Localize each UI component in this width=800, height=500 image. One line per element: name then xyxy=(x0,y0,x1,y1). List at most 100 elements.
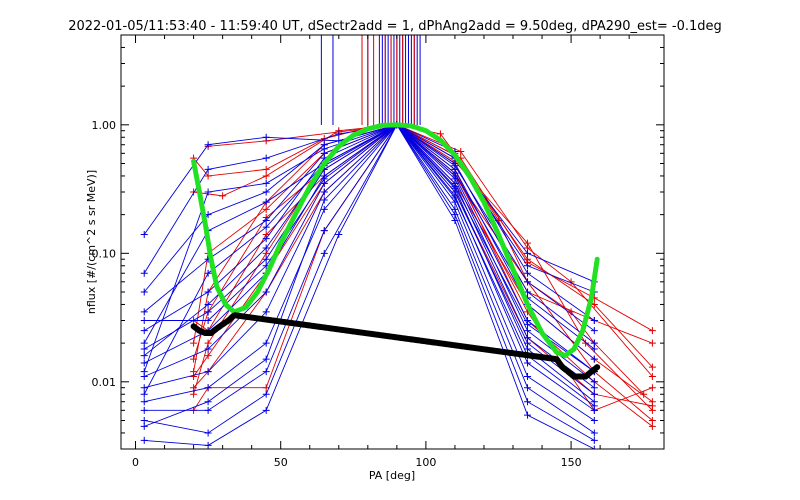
data-point xyxy=(262,154,270,162)
data-point xyxy=(140,406,148,414)
series-line-20 xyxy=(144,124,595,434)
data-point xyxy=(262,205,270,213)
data-point xyxy=(140,327,148,335)
data-point xyxy=(451,162,459,170)
data-point xyxy=(190,339,198,347)
data-point xyxy=(262,172,270,180)
data-point xyxy=(140,422,148,430)
data-point xyxy=(320,196,328,204)
data-point xyxy=(648,363,656,371)
data-point xyxy=(648,416,656,424)
data-point xyxy=(590,345,598,353)
data-point xyxy=(320,205,328,213)
series-line-19 xyxy=(144,124,595,421)
data-point xyxy=(140,339,148,347)
data-point xyxy=(648,384,656,392)
data-point xyxy=(524,255,532,263)
series-line-14 xyxy=(143,124,595,360)
data-point xyxy=(648,327,656,335)
data-point xyxy=(140,308,148,316)
plot-frame xyxy=(120,34,665,450)
data-point xyxy=(190,384,198,392)
data-point xyxy=(451,183,459,191)
data-point xyxy=(262,223,270,231)
series-line-0 xyxy=(193,124,644,395)
data-point xyxy=(451,194,459,202)
data-point xyxy=(524,278,532,286)
data-point xyxy=(640,390,648,398)
data-point xyxy=(190,355,198,363)
data-point xyxy=(204,165,212,173)
series-line-16 xyxy=(144,124,595,389)
data-point xyxy=(204,339,212,347)
x-tick-label: 150 xyxy=(561,456,582,469)
data-point xyxy=(204,172,212,180)
data-point xyxy=(204,429,212,437)
data-point xyxy=(436,130,444,138)
data-point xyxy=(590,355,598,363)
data-point xyxy=(262,390,270,398)
data-point xyxy=(262,339,270,347)
data-point xyxy=(262,188,270,196)
data-point xyxy=(524,320,532,328)
data-point xyxy=(524,345,532,353)
x-tick-label: 0 xyxy=(132,456,139,469)
data-point xyxy=(335,130,343,138)
x-tick-label: 50 xyxy=(274,456,288,469)
data-point xyxy=(190,372,198,380)
data-point xyxy=(204,368,212,376)
data-point xyxy=(590,416,598,424)
series-line-18 xyxy=(144,124,595,411)
data-point xyxy=(648,402,656,410)
series-line-5 xyxy=(193,124,653,403)
data-point xyxy=(140,398,148,406)
data-point xyxy=(204,288,212,296)
data-point xyxy=(524,339,532,347)
plot-area xyxy=(140,35,656,449)
x-tick-label: 100 xyxy=(415,456,436,469)
data-point xyxy=(451,217,459,225)
data-point xyxy=(262,288,270,296)
series-line-28 xyxy=(144,124,595,373)
data-point xyxy=(590,390,598,398)
data-point xyxy=(140,390,148,398)
y-tick-label: 1.00 xyxy=(92,119,117,132)
data-point xyxy=(320,175,328,183)
data-point xyxy=(219,192,227,200)
data-point xyxy=(320,249,328,257)
data-point xyxy=(204,300,212,308)
data-point xyxy=(262,406,270,414)
data-point xyxy=(262,198,270,206)
data-point xyxy=(204,406,212,414)
data-point xyxy=(204,188,212,196)
data-point xyxy=(140,352,148,360)
data-point xyxy=(590,429,598,437)
data-point xyxy=(590,436,598,444)
data-point xyxy=(262,244,270,252)
data-point xyxy=(190,390,198,398)
data-point xyxy=(140,317,148,325)
data-point xyxy=(590,402,598,410)
data-point xyxy=(590,317,598,325)
y-axis-label: nflux [#/(cm^2 s sr MeV)] xyxy=(85,170,98,314)
data-point xyxy=(140,359,148,367)
data-point xyxy=(140,288,148,296)
data-point xyxy=(204,345,212,353)
data-point xyxy=(140,436,148,444)
data-point xyxy=(190,188,198,196)
data-point xyxy=(590,339,598,347)
data-point xyxy=(524,384,532,392)
data-point xyxy=(262,217,270,225)
axis-ticks: 0 50 100 150 0.01 0.10 1.00 xyxy=(92,34,664,469)
data-point xyxy=(524,239,532,247)
series-line-21 xyxy=(144,124,595,441)
data-point xyxy=(648,339,656,347)
data-point xyxy=(262,165,270,173)
data-point xyxy=(140,345,148,353)
data-point xyxy=(582,339,590,347)
data-point xyxy=(524,269,532,277)
data-point xyxy=(140,269,148,277)
data-point xyxy=(320,188,328,196)
chart-title: 2022-01-05/11:53:40 - 11:59:40 UT, dSect… xyxy=(68,19,722,34)
data-point xyxy=(524,288,532,296)
